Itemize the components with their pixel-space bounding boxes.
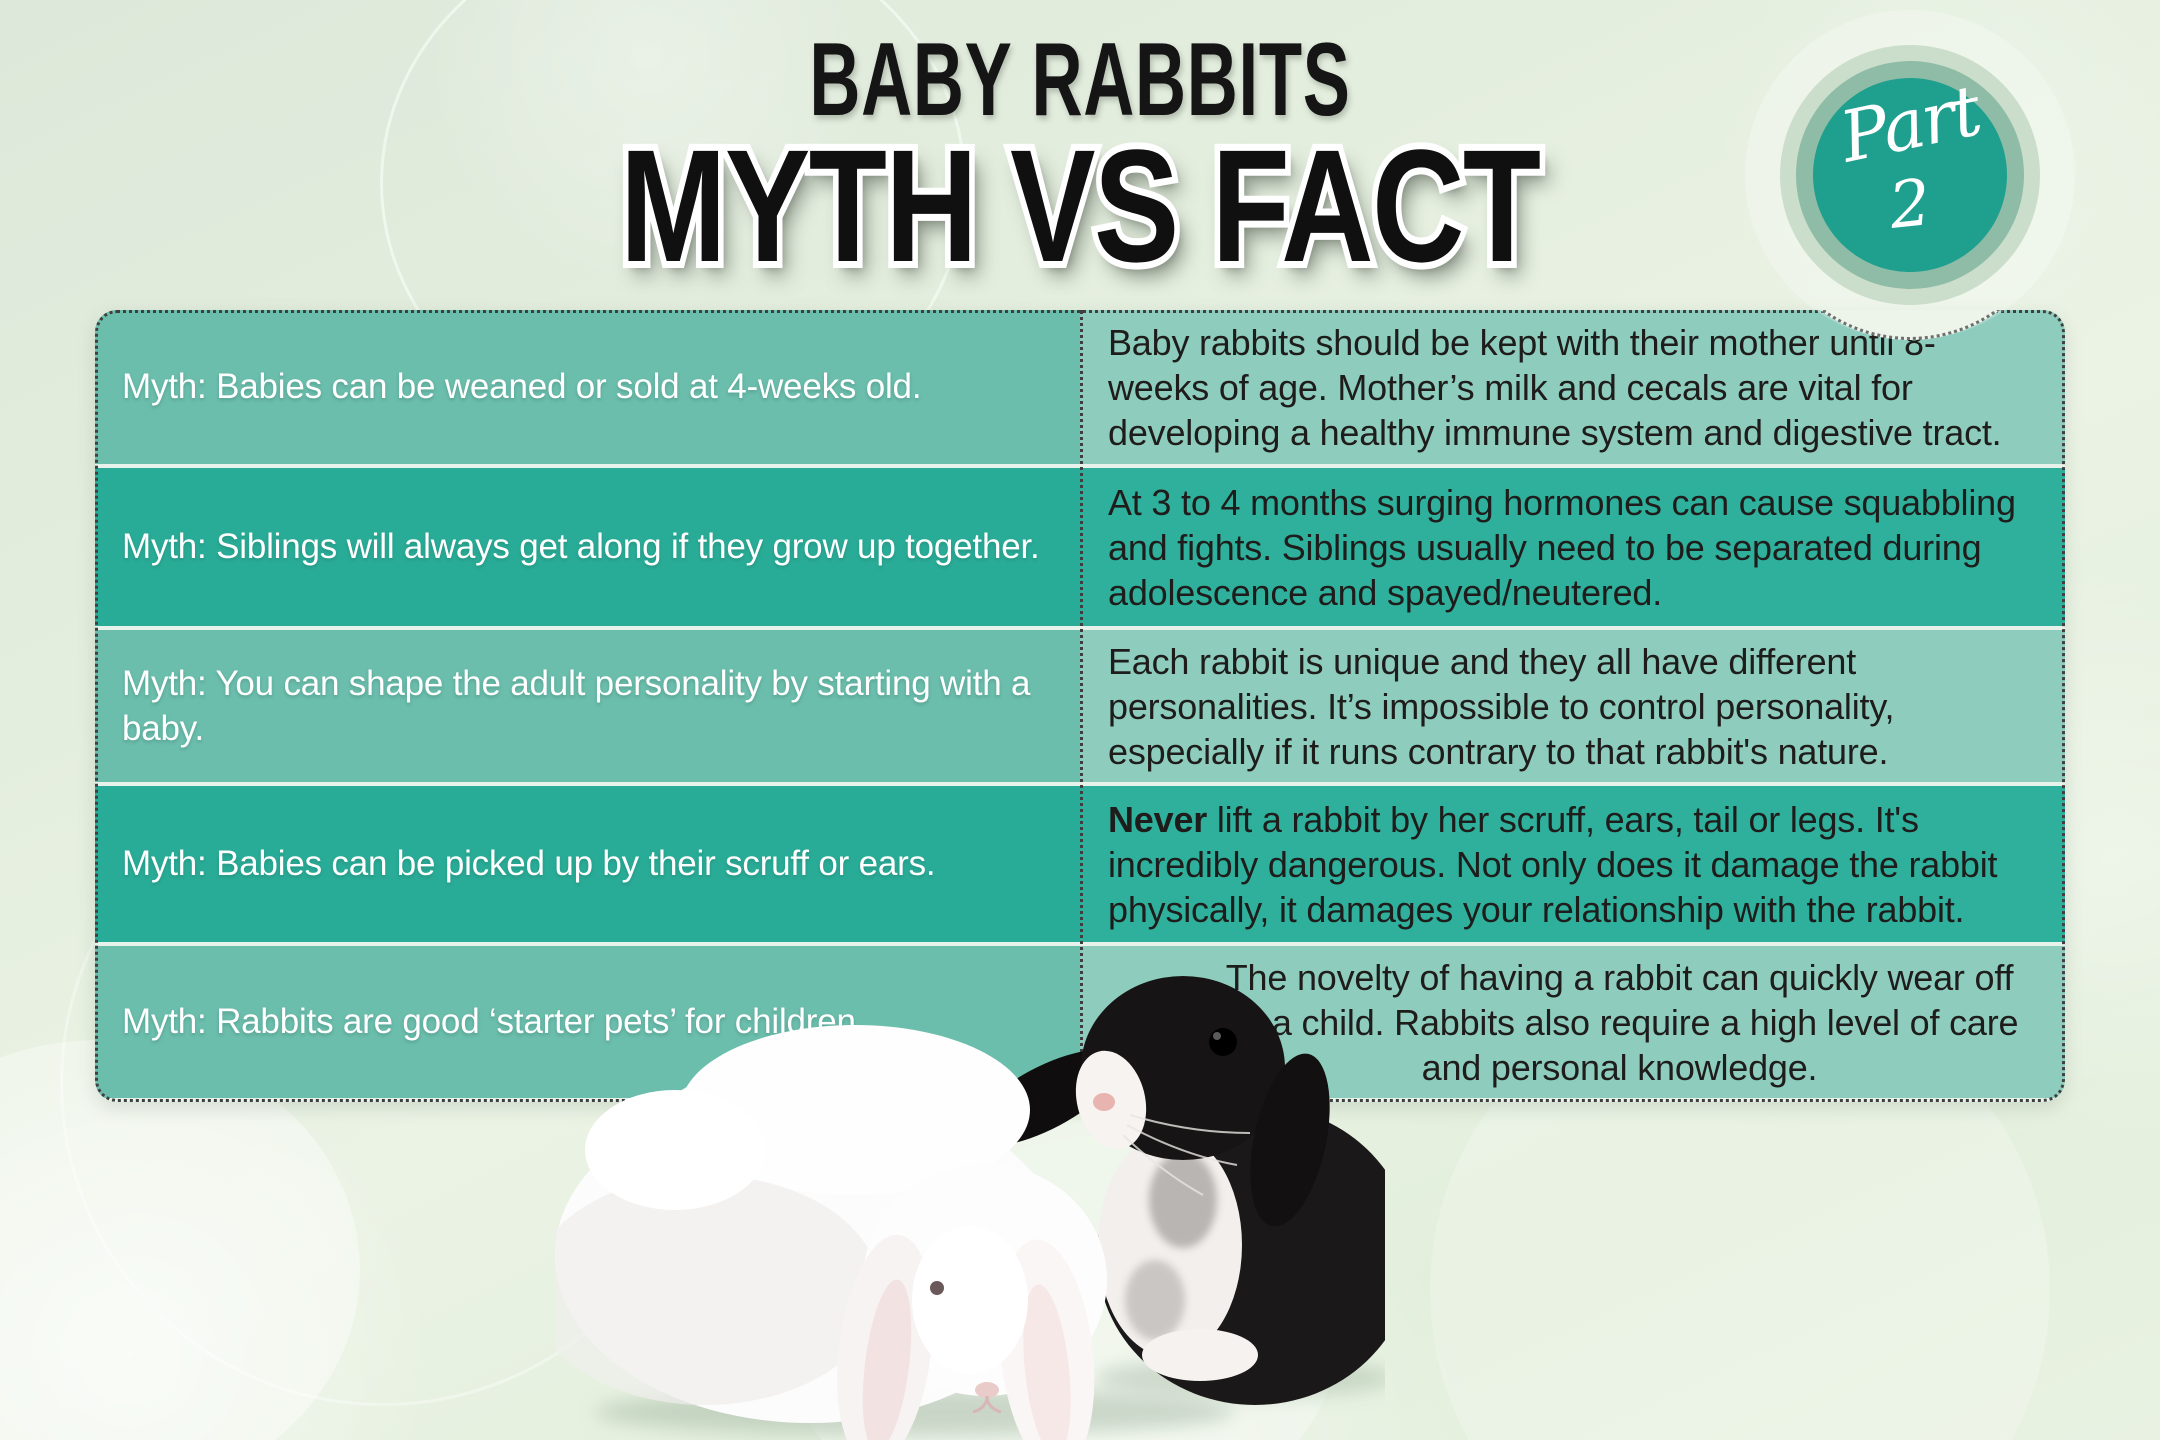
fact-text: Each rabbit is unique and they all have … bbox=[1108, 640, 1895, 772]
fact-bold-text: Never bbox=[1108, 798, 1208, 840]
myth-cell: Myth: Babies can be weaned or sold at 4-… bbox=[95, 310, 1080, 464]
fact-cell: Each rabbit is unique and they all have … bbox=[1080, 630, 2065, 782]
table-row: Myth: You can shape the adult personalit… bbox=[95, 630, 2065, 786]
white-rabbit bbox=[530, 1025, 1107, 1440]
part-badge: Part 2 bbox=[1780, 45, 2040, 305]
table-row: Myth: Babies can be picked up by their s… bbox=[95, 786, 2065, 946]
fact-text: At 3 to 4 months surging hormones can ca… bbox=[1108, 481, 2016, 613]
title-outline: MYTH VS FACT bbox=[615, 116, 1547, 295]
myth-fact-table: Myth: Babies can be weaned or sold at 4-… bbox=[95, 310, 2065, 1102]
fact-text: lift a rabbit by her scruff, ears, tail … bbox=[1108, 798, 1998, 930]
column-divider bbox=[1080, 310, 1083, 1102]
fact-cell: Never lift a rabbit by her scruff, ears,… bbox=[1080, 786, 2065, 942]
fact-text: Baby rabbits should be kept with their m… bbox=[1108, 321, 2002, 453]
subtitle-text: BABY RABBITS bbox=[809, 22, 1351, 138]
rabbits-photo bbox=[530, 950, 1413, 1440]
table-row: Myth: Siblings will always get along if … bbox=[95, 468, 2065, 630]
black-white-rabbit bbox=[969, 976, 1413, 1405]
badge-inner-circle bbox=[1813, 78, 2007, 272]
myth-cell: Myth: You can shape the adult personalit… bbox=[95, 630, 1080, 782]
myth-cell: Myth: Siblings will always get along if … bbox=[95, 468, 1080, 626]
title-text: MYTH VS FACT bbox=[620, 116, 1541, 295]
fact-cell: At 3 to 4 months surging hormones can ca… bbox=[1080, 468, 2065, 626]
page-subtitle: BABY RABBITS bbox=[0, 28, 2160, 132]
myth-cell: Myth: Babies can be picked up by their s… bbox=[95, 786, 1080, 942]
page-title: MYTH VS FACT MYTH VS FACT bbox=[0, 116, 2160, 295]
fact-text: The novelty of having a rabbit can quick… bbox=[1220, 956, 2019, 1088]
